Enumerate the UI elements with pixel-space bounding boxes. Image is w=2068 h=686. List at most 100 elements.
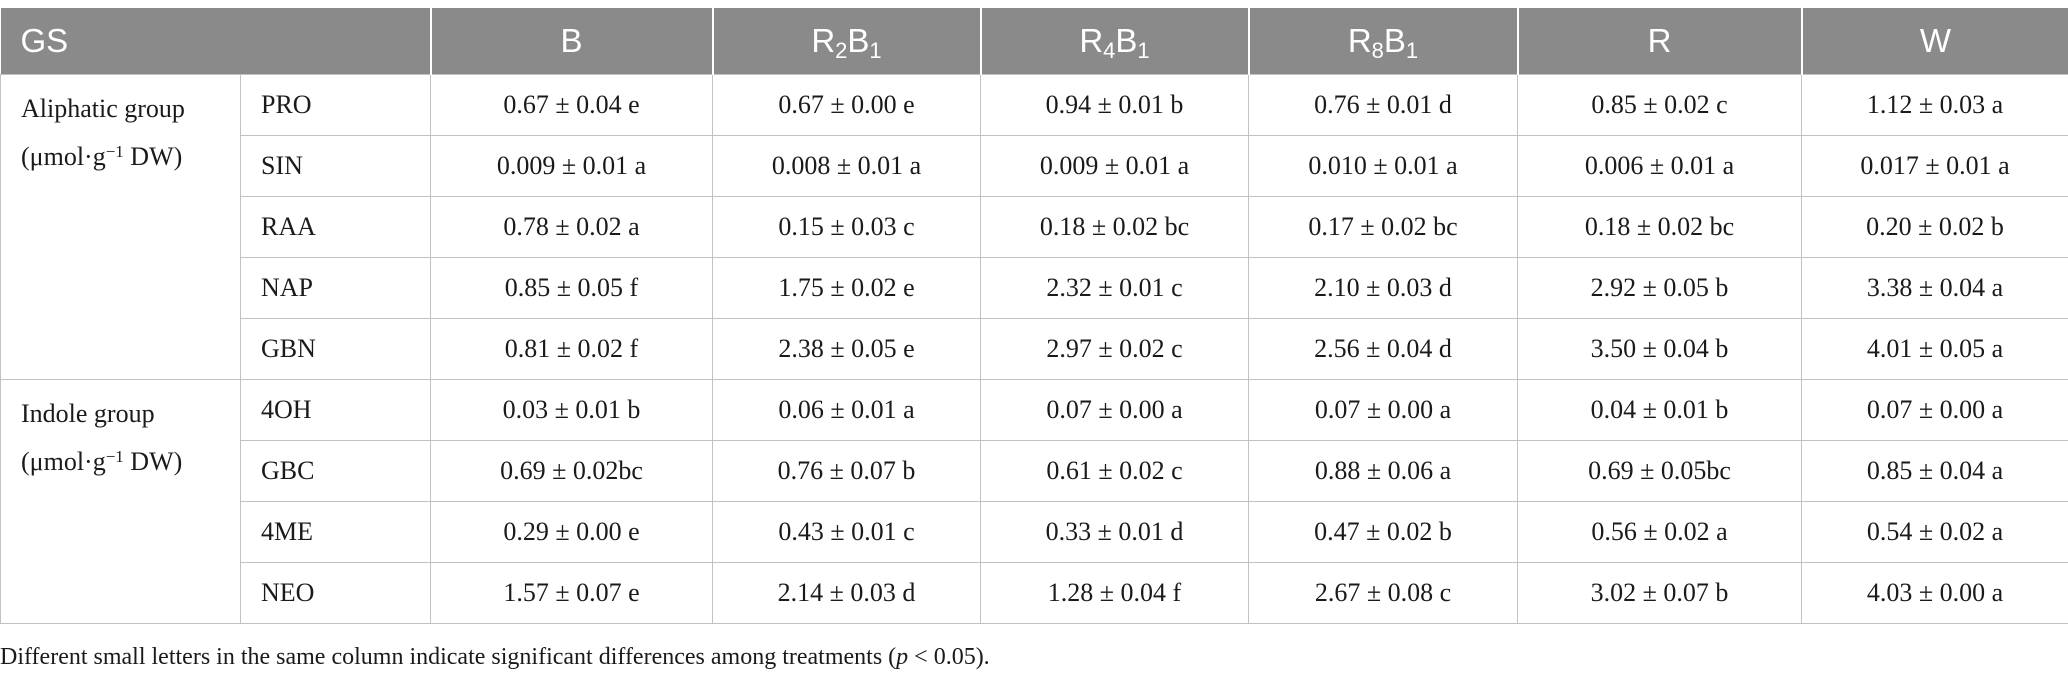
treatment-subscript: 4 [1103,38,1116,63]
value-cell: 0.18 ± 0.02 bc [980,196,1249,258]
value-cell: 1.75 ± 0.02 e [712,257,981,319]
value-cell: 1.12 ± 0.03 a [1801,74,2068,136]
compound-cell: RAA [240,196,431,258]
value-cell: 0.67 ± 0.04 e [430,74,713,136]
footnote-italic: p [896,644,909,670]
value-cell: 0.33 ± 0.01 d [980,501,1249,563]
treatment-label: R [1347,22,1372,59]
value-cell: 0.85 ± 0.05 f [430,257,713,319]
value-cell: 0.009 ± 0.01 a [980,135,1249,197]
value-cell: 0.017 ± 0.01 a [1801,135,2068,197]
table-body: Aliphatic group (μmol·g−1 DW) PRO 0.67 ±… [0,74,2068,624]
value-cell: 0.76 ± 0.07 b [712,440,981,502]
table-row: GBN 0.81 ± 0.02 f 2.38 ± 0.05 e 2.97 ± 0… [1,318,2068,380]
header-treatment-r: R [1517,8,1803,75]
value-cell: 0.69 ± 0.02bc [430,440,713,502]
value-cell: 0.06 ± 0.01 a [712,379,981,441]
treatment-label: B [1383,22,1406,59]
value-cell: 0.006 ± 0.01 a [1517,135,1802,197]
group-name: Aliphatic group [21,94,185,123]
value-cell: 0.67 ± 0.00 e [712,74,981,136]
treatment-label: R [811,22,836,59]
value-cell: 0.94 ± 0.01 b [980,74,1249,136]
group-unit: (μmol·g−1 DW) [21,447,183,476]
treatment-label: B [847,22,870,59]
table-row: Aliphatic group (μmol·g−1 DW) PRO 0.67 ±… [0,74,2068,380]
group-cell-aliphatic: Aliphatic group (μmol·g−1 DW) [0,74,241,380]
treatment-subscript: 1 [1405,38,1419,63]
value-cell: 0.56 ± 0.02 a [1517,501,1802,563]
value-cell: 0.04 ± 0.01 b [1517,379,1802,441]
table-footnote: Different small letters in the same colu… [0,644,990,671]
treatment-label: B [560,22,583,59]
value-cell: 0.78 ± 0.02 a [430,196,713,258]
value-cell: 0.47 ± 0.02 b [1248,501,1518,563]
value-cell: 2.56 ± 0.04 d [1248,318,1518,380]
table-row: SIN 0.009 ± 0.01 a 0.008 ± 0.01 a 0.009 … [1,135,2068,197]
header-row: GS B R2B1 R4B1 R8B1 R W [0,8,2068,75]
value-cell: 2.10 ± 0.03 d [1248,257,1518,319]
compound-cell: 4ME [240,501,431,563]
group-cell-indole: Indole group (μmol·g−1 DW) [0,379,241,624]
value-cell: 0.61 ± 0.02 c [980,440,1249,502]
table-row: RAA 0.78 ± 0.02 a 0.15 ± 0.03 c 0.18 ± 0… [1,196,2068,258]
value-cell: 0.81 ± 0.02 f [430,318,713,380]
compound-cell: SIN [240,135,431,197]
value-cell: 3.50 ± 0.04 b [1517,318,1802,380]
value-cell: 0.03 ± 0.01 b [430,379,713,441]
footnote-text-end: < 0.05). [908,644,990,670]
footnote-text: Different small letters in the same colu… [0,644,897,670]
treatment-label: W [1919,22,1952,59]
value-cell: 1.57 ± 0.07 e [430,562,713,624]
value-cell: 2.67 ± 0.08 c [1248,562,1518,624]
treatment-subscript: 8 [1371,38,1384,63]
compound-cell: 4OH [240,379,431,441]
value-cell: 0.17 ± 0.02 bc [1248,196,1518,258]
value-cell: 2.38 ± 0.05 e [712,318,981,380]
treatment-subscript: 1 [1137,38,1150,63]
value-cell: 2.32 ± 0.01 c [980,257,1249,319]
value-cell: 1.28 ± 0.04 f [980,562,1249,624]
treatment-subscript: 1 [869,38,882,63]
value-cell: 0.18 ± 0.02 bc [1517,196,1802,258]
value-cell: 0.85 ± 0.02 c [1517,74,1802,136]
table-row: GBC 0.69 ± 0.02bc 0.76 ± 0.07 b 0.61 ± 0… [1,440,2068,502]
value-cell: 4.03 ± 0.00 a [1801,562,2068,624]
treatment-label: R [1079,22,1104,59]
header-treatment-b: B [430,8,714,75]
value-cell: 0.010 ± 0.01 a [1248,135,1518,197]
table-header: GS B R2B1 R4B1 R8B1 R W [0,8,2068,75]
value-cell: 2.14 ± 0.03 d [712,562,981,624]
header-treatment-r8b1: R8B1 [1248,8,1519,75]
header-treatment-r2b1: R2B1 [712,8,982,75]
value-cell: 0.07 ± 0.00 a [1801,379,2068,441]
treatment-subscript: 2 [835,38,848,63]
treatment-label: B [1115,22,1138,59]
data-table-container: GS B R2B1 R4B1 R8B1 R W Aliphatic group … [0,8,2068,624]
value-cell: 0.20 ± 0.02 b [1801,196,2068,258]
table-row: NAP 0.85 ± 0.05 f 1.75 ± 0.02 e 2.32 ± 0… [1,257,2068,319]
value-cell: 4.01 ± 0.05 a [1801,318,2068,380]
header-treatment-w: W [1801,8,2068,75]
glucosinolate-table: GS B R2B1 R4B1 R8B1 R W Aliphatic group … [0,8,2068,624]
compound-cell: NEO [240,562,431,624]
value-cell: 0.85 ± 0.04 a [1801,440,2068,502]
value-cell: 0.008 ± 0.01 a [712,135,981,197]
compound-cell: NAP [240,257,431,319]
value-cell: 3.02 ± 0.07 b [1517,562,1802,624]
group-unit: (μmol·g−1 DW) [21,142,183,171]
value-cell: 0.43 ± 0.01 c [712,501,981,563]
value-cell: 2.92 ± 0.05 b [1517,257,1802,319]
compound-cell: PRO [240,74,431,136]
value-cell: 0.009 ± 0.01 a [430,135,713,197]
value-cell: 0.54 ± 0.02 a [1801,501,2068,563]
header-treatment-r4b1: R4B1 [980,8,1250,75]
value-cell: 0.76 ± 0.01 d [1248,74,1518,136]
treatment-label: R [1647,22,1672,59]
table-row: 4ME 0.29 ± 0.00 e 0.43 ± 0.01 c 0.33 ± 0… [1,501,2068,563]
group-name: Indole group [21,399,155,428]
value-cell: 0.07 ± 0.00 a [1248,379,1518,441]
value-cell: 0.07 ± 0.00 a [980,379,1249,441]
compound-cell: GBC [240,440,431,502]
value-cell: 0.69 ± 0.05bc [1517,440,1802,502]
